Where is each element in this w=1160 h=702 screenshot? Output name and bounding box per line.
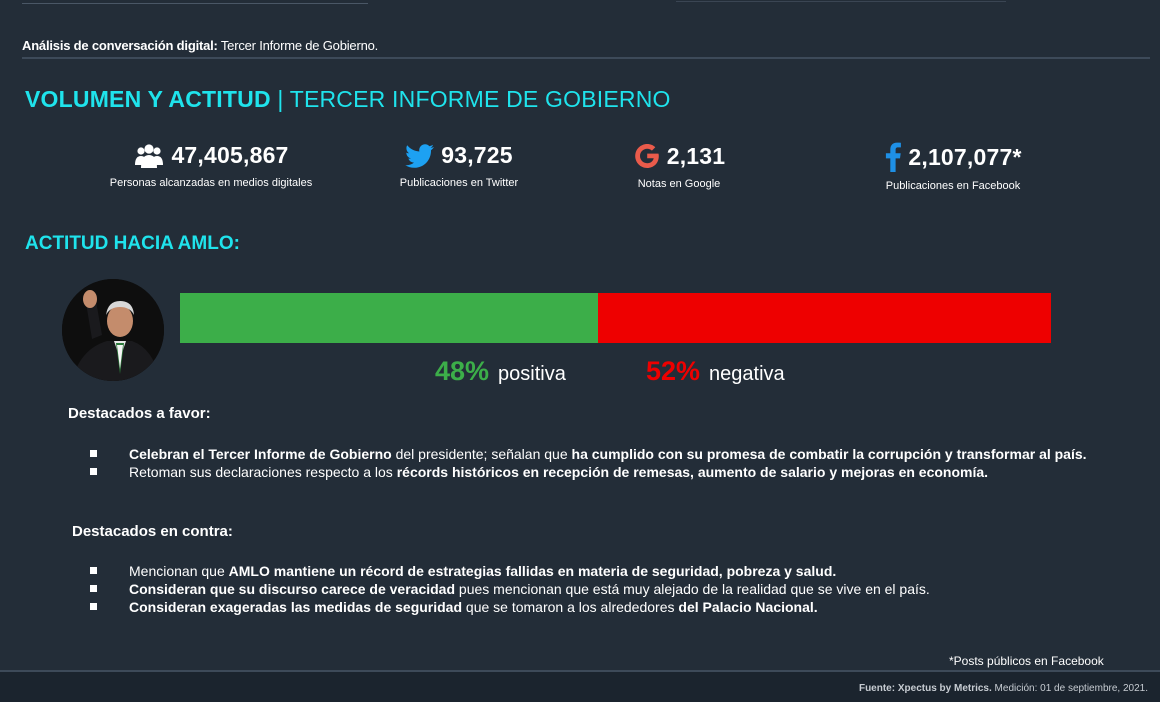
negative-percent-value: 52% xyxy=(646,356,701,386)
stat-facebook: 2,107,077* Publicaciones en Facebook xyxy=(868,142,1038,192)
favor-item-text: Retoman sus declaraciones respecto a los xyxy=(129,464,397,480)
contra-item-text: AMLO mantiene un récord de estrategias f… xyxy=(228,563,837,579)
contra-item-text: Mencionan que xyxy=(129,563,229,579)
favor-title: Destacados a favor: xyxy=(68,405,211,422)
page-title-strong: VOLUMEN Y ACTITUD xyxy=(25,86,271,112)
attitude-bar xyxy=(180,293,1051,343)
subtitle-label: Análisis de conversación digital: xyxy=(22,38,218,53)
analysis-subtitle: Análisis de conversación digital: Tercer… xyxy=(22,38,378,53)
people-icon xyxy=(133,143,165,169)
contra-item-text: del Palacio Nacional. xyxy=(678,599,818,615)
source-label: Fuente: Xpectus by Metrics. xyxy=(858,683,992,694)
contra-item-text: que se tomaron a los alrededores xyxy=(462,599,679,615)
negative-percent: 52% negativa xyxy=(646,356,785,387)
favor-item-text: ha cumplido con su promesa de combatir l… xyxy=(571,446,1087,462)
favor-item: Retoman sus declaraciones respecto a los… xyxy=(90,463,1090,481)
attitude-bar-positive xyxy=(180,293,599,343)
contra-list: Mencionan que AMLO mantiene un récord de… xyxy=(90,562,1090,616)
bullet-icon xyxy=(90,603,97,610)
contra-item-text: Consideran que su discurso carece de ver… xyxy=(129,581,456,597)
facebook-footnote: *Posts públicos en Facebook xyxy=(949,654,1104,668)
page-title: VOLUMEN Y ACTITUD | TERCER INFORME DE GO… xyxy=(25,86,671,113)
stat-google: 2,131 Notas en Google xyxy=(612,142,746,190)
favor-item-text: del presidente; señalan que xyxy=(391,446,572,462)
stat-reach: 47,405,867 Personas alcanzadas en medios… xyxy=(100,142,322,189)
contra-item: Consideran exageradas las medidas de seg… xyxy=(90,598,1090,616)
attitude-title: ACTITUD HACIA AMLO: xyxy=(25,233,240,254)
header-divider xyxy=(22,57,1150,59)
amlo-avatar xyxy=(62,279,164,381)
bullet-icon xyxy=(90,468,97,475)
contra-item: Mencionan que AMLO mantiene un récord de… xyxy=(90,562,1090,580)
stat-twitter-value: 93,725 xyxy=(441,142,513,168)
twitter-icon xyxy=(405,143,435,168)
source-note: Fuente: Xpectus by Metrics. Medición: 01… xyxy=(859,683,1148,694)
bullet-icon xyxy=(90,567,97,574)
positive-percent: 48% positiva xyxy=(435,356,566,387)
bullet-icon xyxy=(90,450,97,457)
source-date: Medición: 01 de septiembre, 2021. xyxy=(991,683,1148,694)
stat-reach-value: 47,405,867 xyxy=(171,142,289,168)
contra-item-text: pues mencionan que está muy alejado de l… xyxy=(455,581,930,597)
google-icon xyxy=(633,142,661,170)
contra-item-text: Consideran exageradas las medidas de seg… xyxy=(129,599,463,615)
top-divider-right xyxy=(676,1,1006,2)
stat-google-label: Notas en Google xyxy=(637,178,721,190)
favor-item-text: Celebran el Tercer Informe de Gobierno xyxy=(129,446,392,462)
contra-title: Destacados en contra: xyxy=(72,523,233,540)
subtitle-text: Tercer Informe de Gobierno. xyxy=(217,38,379,53)
contra-item: Consideran que su discurso carece de ver… xyxy=(90,580,1090,598)
stat-facebook-value: 2,107,077* xyxy=(908,143,1022,170)
positive-percent-label: positiva xyxy=(498,363,566,385)
positive-percent-value: 48% xyxy=(435,356,490,386)
footer-bar xyxy=(0,670,1160,702)
negative-percent-label: negativa xyxy=(709,363,785,385)
stat-facebook-label: Publicaciones en Facebook xyxy=(885,180,1021,192)
favor-item: Celebran el Tercer Informe de Gobierno d… xyxy=(90,445,1090,463)
stat-google-value: 2,131 xyxy=(666,142,726,169)
favor-item-text: récords históricos en recepción de remes… xyxy=(396,464,989,480)
facebook-icon xyxy=(884,142,902,172)
bullet-icon xyxy=(90,585,97,592)
stat-reach-label: Personas alcanzadas en medios digitales xyxy=(109,177,313,189)
favor-list: Celebran el Tercer Informe de Gobierno d… xyxy=(90,445,1090,481)
attitude-bar-negative xyxy=(598,293,1051,343)
page-title-rest: | TERCER INFORME DE GOBIERNO xyxy=(270,86,671,112)
stat-twitter-label: Publicaciones en Twitter xyxy=(399,177,519,189)
stat-twitter: 93,725 Publicaciones en Twitter xyxy=(370,142,548,189)
top-divider-left xyxy=(22,3,368,4)
